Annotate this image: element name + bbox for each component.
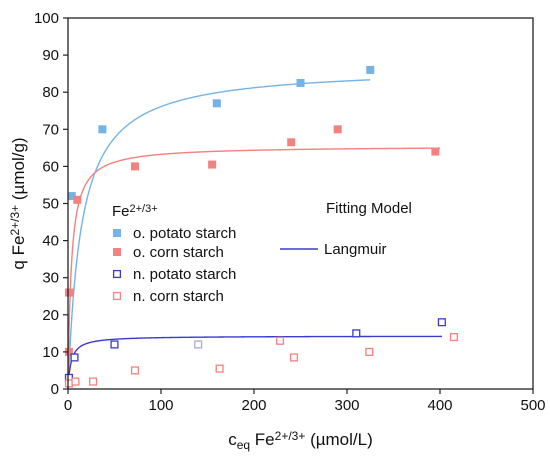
fit-curve-1 <box>67 79 371 390</box>
y-tick-label: 90 <box>42 47 59 64</box>
data-point-series-4 <box>89 377 98 386</box>
data-point-series-4 <box>215 364 224 373</box>
data-point-series-2 <box>333 125 342 134</box>
x-tick-label: 100 <box>148 397 173 414</box>
data-point-series-2 <box>431 147 440 156</box>
legend-marker-2 <box>113 248 121 256</box>
legend-marker-4 <box>112 291 122 301</box>
data-point-series-1 <box>296 78 305 87</box>
y-tick-label: 30 <box>42 270 59 287</box>
y-tick-label: 80 <box>42 84 59 101</box>
data-point-series-4 <box>130 366 140 375</box>
data-point-series-4 <box>449 333 458 342</box>
fit-curve-3 <box>67 335 442 390</box>
data-point-series-1 <box>67 192 76 201</box>
x-tick-label: 200 <box>241 397 266 414</box>
y-tick-label: 20 <box>42 307 59 324</box>
data-point-series-4 <box>71 377 80 386</box>
legend-label-3: n. potato starch <box>133 266 236 283</box>
legend-marker-3 <box>112 269 122 279</box>
x-tick-label: 300 <box>334 397 359 414</box>
data-point-series-4 <box>289 353 299 362</box>
fit-curve-2 <box>67 147 441 389</box>
data-point-series-2 <box>65 288 74 297</box>
data-point-series-3 <box>70 353 79 362</box>
axes: 0 100 200 300 400 500 0 10 20 30 40 50 60 70 80 90 100 ce… <box>8 10 545 452</box>
y-tick-label: 100 <box>34 10 59 27</box>
data-point-series-4 <box>275 336 285 345</box>
y-tick-label: 50 <box>42 196 59 213</box>
legend-marker-1 <box>113 229 121 237</box>
data-point-series-4 <box>64 379 73 388</box>
legend-label-2: o. corn starch <box>133 244 224 261</box>
data-point-series-3 <box>110 340 119 349</box>
data-point-series-2 <box>130 162 139 171</box>
y-tick-label: 40 <box>42 233 59 250</box>
data-point-series-2 <box>73 195 82 204</box>
y-tick-label: 60 <box>42 158 59 175</box>
data-point-series-1 <box>212 99 221 108</box>
plot-area <box>64 65 458 390</box>
data-point-series-4 <box>365 347 374 356</box>
x-tick-label: 400 <box>427 397 452 414</box>
legend-label-1: o. potato starch <box>133 225 236 242</box>
legend-label-4: n. corn starch <box>133 288 224 305</box>
legend-model-label: Langmuir <box>324 241 387 258</box>
x-tick-label: 500 <box>520 397 545 414</box>
x-tick-label: 0 <box>64 397 72 414</box>
data-point-series-3 <box>437 318 446 327</box>
data-point-series-2 <box>208 160 217 169</box>
x-axis-title: ceq Fe2+/3+ (µmol/L) <box>228 429 373 451</box>
data-point-series-2 <box>64 347 73 356</box>
data-point-extra <box>194 340 203 349</box>
legend-title: Fe2+/3+ <box>112 203 158 220</box>
data-point-series-2 <box>287 138 296 147</box>
y-axis-title: q Fe2+/3+ (µmol/g) <box>8 137 28 269</box>
data-point-series-1 <box>366 65 375 74</box>
legend: Fe2+/3+ o. potato starch o. corn starch n. … <box>112 200 412 305</box>
y-tick-label: 10 <box>42 344 59 361</box>
data-point-series-3 <box>352 329 361 338</box>
data-point-series-1 <box>98 125 107 134</box>
y-tick-label: 70 <box>42 121 59 138</box>
legend-model-title: Fitting Model <box>326 200 412 217</box>
y-tick-label: 0 <box>51 381 59 398</box>
